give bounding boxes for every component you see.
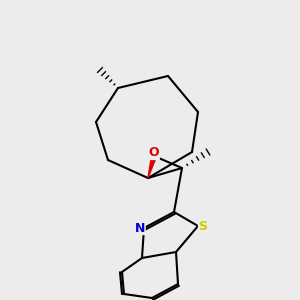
- Text: O: O: [149, 146, 159, 160]
- Text: S: S: [199, 220, 208, 232]
- Polygon shape: [148, 155, 156, 178]
- Text: N: N: [135, 221, 145, 235]
